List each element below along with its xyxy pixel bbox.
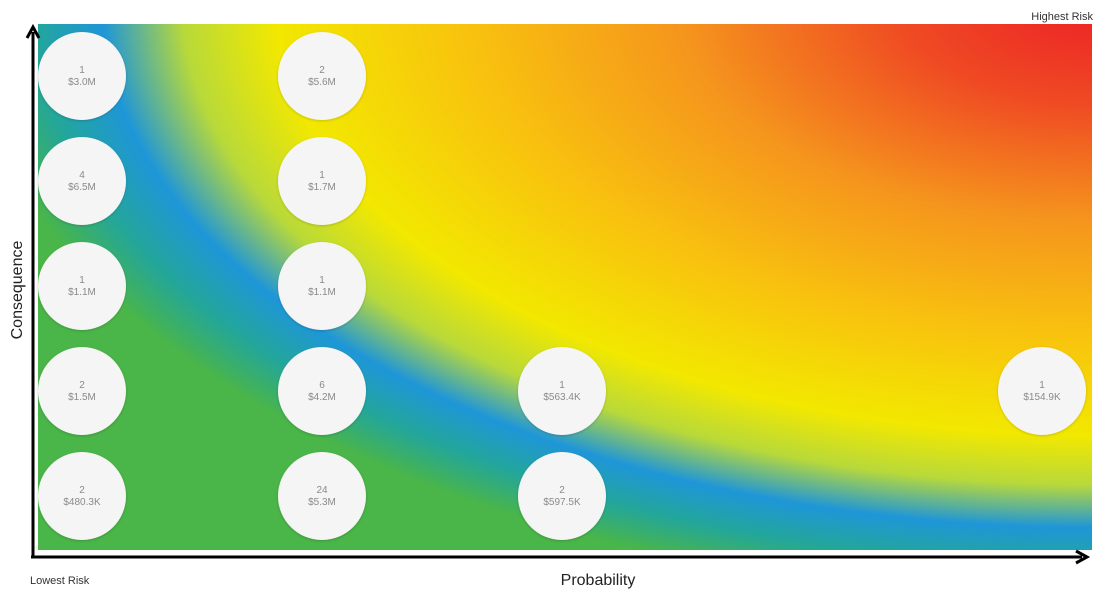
bubble-circle[interactable]	[518, 452, 606, 540]
bubble-circle[interactable]	[278, 137, 366, 225]
x-axis-arrow	[1075, 549, 1091, 565]
risk-bubble[interactable]: 2$1.5M	[38, 347, 126, 435]
risk-bubble[interactable]: 1$1.1M	[278, 242, 366, 330]
risk-bubble[interactable]: 2$597.5K	[518, 452, 606, 540]
bubble-circle[interactable]	[278, 347, 366, 435]
bubble-amount-label: $6.5M	[68, 182, 96, 193]
bubble-amount-label: $1.1M	[308, 287, 336, 298]
bubble-circle[interactable]	[38, 242, 126, 330]
bubble-amount-label: $480.3K	[63, 497, 101, 508]
bubble-amount-label: $5.3M	[308, 497, 336, 508]
bubble-count-label: 24	[316, 485, 328, 496]
risk-bubble[interactable]: 1$3.0M	[38, 32, 126, 120]
bubble-amount-label: $4.2M	[308, 392, 336, 403]
bubble-circle[interactable]	[278, 452, 366, 540]
bubble-count-label: 4	[79, 170, 85, 181]
highest-risk-label: Highest Risk	[1031, 11, 1093, 23]
bubble-count-label: 1	[319, 275, 325, 286]
bubble-circle[interactable]	[278, 32, 366, 120]
bubble-circle[interactable]	[38, 137, 126, 225]
bubble-circle[interactable]	[38, 347, 126, 435]
bubble-count-label: 1	[79, 65, 85, 76]
risk-bubble[interactable]: 1$154.9K	[998, 347, 1086, 435]
bubble-count-label: 2	[319, 65, 325, 76]
bubble-amount-label: $3.0M	[68, 77, 96, 88]
bubble-count-label: 1	[79, 275, 85, 286]
bubble-circle[interactable]	[518, 347, 606, 435]
risk-bubble[interactable]: 1$563.4K	[518, 347, 606, 435]
bubble-circle[interactable]	[278, 242, 366, 330]
bubble-count-label: 1	[559, 380, 565, 391]
bubble-count-label: 2	[79, 380, 85, 391]
risk-bubble[interactable]: 2$480.3K	[38, 452, 126, 540]
bubble-count-label: 6	[319, 380, 325, 391]
bubble-amount-label: $563.4K	[543, 392, 581, 403]
bubble-count-label: 2	[79, 485, 85, 496]
lowest-risk-label: Lowest Risk	[30, 575, 90, 587]
bubble-count-label: 1	[1039, 380, 1045, 391]
y-axis-arrow	[25, 23, 41, 39]
bubble-amount-label: $154.9K	[1023, 392, 1061, 403]
x-axis-label: Probability	[561, 572, 636, 589]
bubble-count-label: 2	[559, 485, 565, 496]
bubble-circle[interactable]	[38, 32, 126, 120]
bubble-amount-label: $1.7M	[308, 182, 336, 193]
bubble-amount-label: $597.5K	[543, 497, 581, 508]
risk-bubble[interactable]: 4$6.5M	[38, 137, 126, 225]
bubble-circle[interactable]	[998, 347, 1086, 435]
bubble-count-label: 1	[319, 170, 325, 181]
bubble-amount-label: $1.1M	[68, 287, 96, 298]
y-axis-label: Consequence	[9, 241, 26, 340]
bubble-amount-label: $5.6M	[308, 77, 336, 88]
bubble-amount-label: $1.5M	[68, 392, 96, 403]
risk-bubble[interactable]: 2$5.6M	[278, 32, 366, 120]
bubble-circle[interactable]	[38, 452, 126, 540]
bubble-layer: 1$3.0M2$5.6M4$6.5M1$1.7M1$1.1M1$1.1M2$1.…	[38, 32, 1086, 540]
risk-bubble[interactable]: 24$5.3M	[278, 452, 366, 540]
risk-bubble[interactable]: 6$4.2M	[278, 347, 366, 435]
risk-bubble[interactable]: 1$1.7M	[278, 137, 366, 225]
risk-bubble[interactable]: 1$1.1M	[38, 242, 126, 330]
